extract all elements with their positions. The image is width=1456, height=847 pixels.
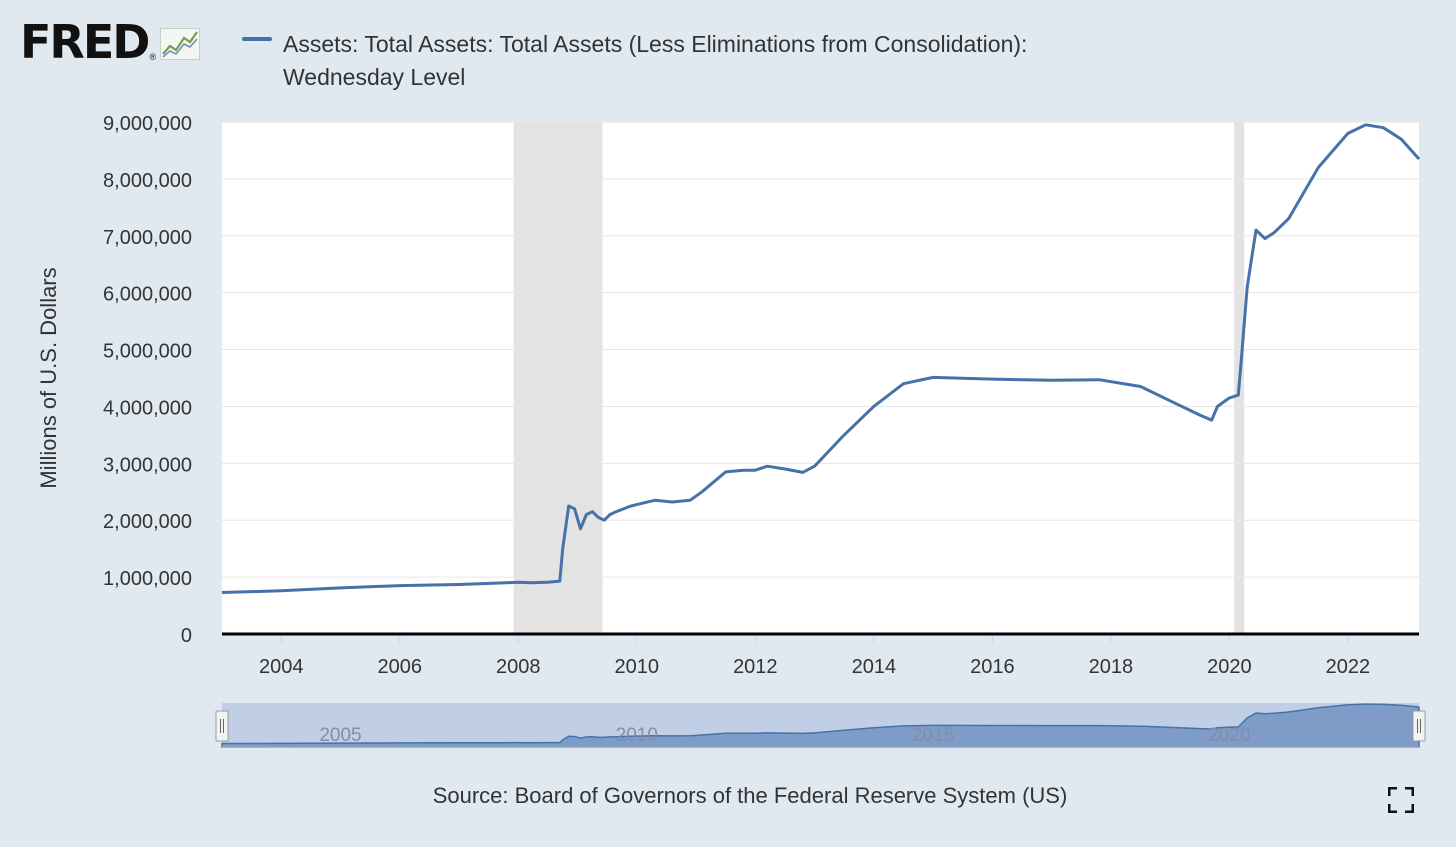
y-tick-label: 2,000,000 bbox=[103, 511, 192, 533]
y-tick-label: 6,000,000 bbox=[103, 284, 192, 306]
y-tick-label: 8,000,000 bbox=[103, 170, 192, 192]
navigator-handle-right[interactable] bbox=[1412, 710, 1426, 742]
legend-series-swatch bbox=[242, 37, 272, 41]
navigator-tick-label: 2005 bbox=[319, 725, 361, 746]
x-tick-label: 2014 bbox=[852, 656, 897, 678]
source-note: Source: Board of Governors of the Federa… bbox=[432, 783, 1068, 808]
x-tick-label: 2006 bbox=[378, 656, 423, 678]
y-tick-label: 1,000,000 bbox=[103, 568, 192, 590]
logo-registered-mark: ® bbox=[149, 52, 157, 62]
x-tick-label: 2018 bbox=[1089, 656, 1134, 678]
navigator-tick-label: 2015 bbox=[912, 725, 954, 746]
x-tick-label: 2012 bbox=[733, 656, 778, 678]
logo-wordmark: FRED bbox=[20, 15, 150, 69]
plot-area bbox=[222, 122, 1419, 634]
x-tick-label: 2008 bbox=[496, 656, 541, 678]
chart-title: Assets: Total Assets: Total Assets (Less… bbox=[283, 28, 1163, 94]
x-tick-label: 2016 bbox=[970, 656, 1015, 678]
y-tick-label: 4,000,000 bbox=[103, 397, 192, 419]
trend-chart-icon bbox=[160, 28, 201, 60]
fullscreen-icon[interactable] bbox=[1388, 787, 1414, 813]
x-tick-label: 2020 bbox=[1207, 656, 1252, 678]
y-tick-label: 5,000,000 bbox=[103, 341, 192, 363]
y-axis-label: Millions of U.S. Dollars bbox=[36, 267, 61, 488]
series-line bbox=[221, 123, 1421, 594]
x-tick-label: 2022 bbox=[1326, 656, 1371, 678]
recession-band-1 bbox=[513, 122, 603, 634]
x-tick-label: 2010 bbox=[615, 656, 660, 678]
y-tick-label: 3,000,000 bbox=[103, 454, 192, 476]
navigator-tick-label: 2010 bbox=[616, 725, 658, 746]
fred-logo: FRED ® bbox=[20, 15, 201, 69]
y-tick-label: 0 bbox=[181, 625, 192, 647]
y-tick-label: 9,000,000 bbox=[103, 113, 192, 135]
navigator-tick-label: 2020 bbox=[1208, 725, 1250, 746]
navigator-series bbox=[221, 703, 1420, 748]
navigator-handle-left[interactable] bbox=[215, 710, 229, 742]
chart-title-line-1: Assets: Total Assets: Total Assets (Less… bbox=[283, 31, 1028, 57]
y-tick-label: 7,000,000 bbox=[103, 227, 192, 249]
chart-title-line-2: Wednesday Level bbox=[283, 64, 466, 90]
x-tick-label: 2004 bbox=[259, 656, 304, 678]
